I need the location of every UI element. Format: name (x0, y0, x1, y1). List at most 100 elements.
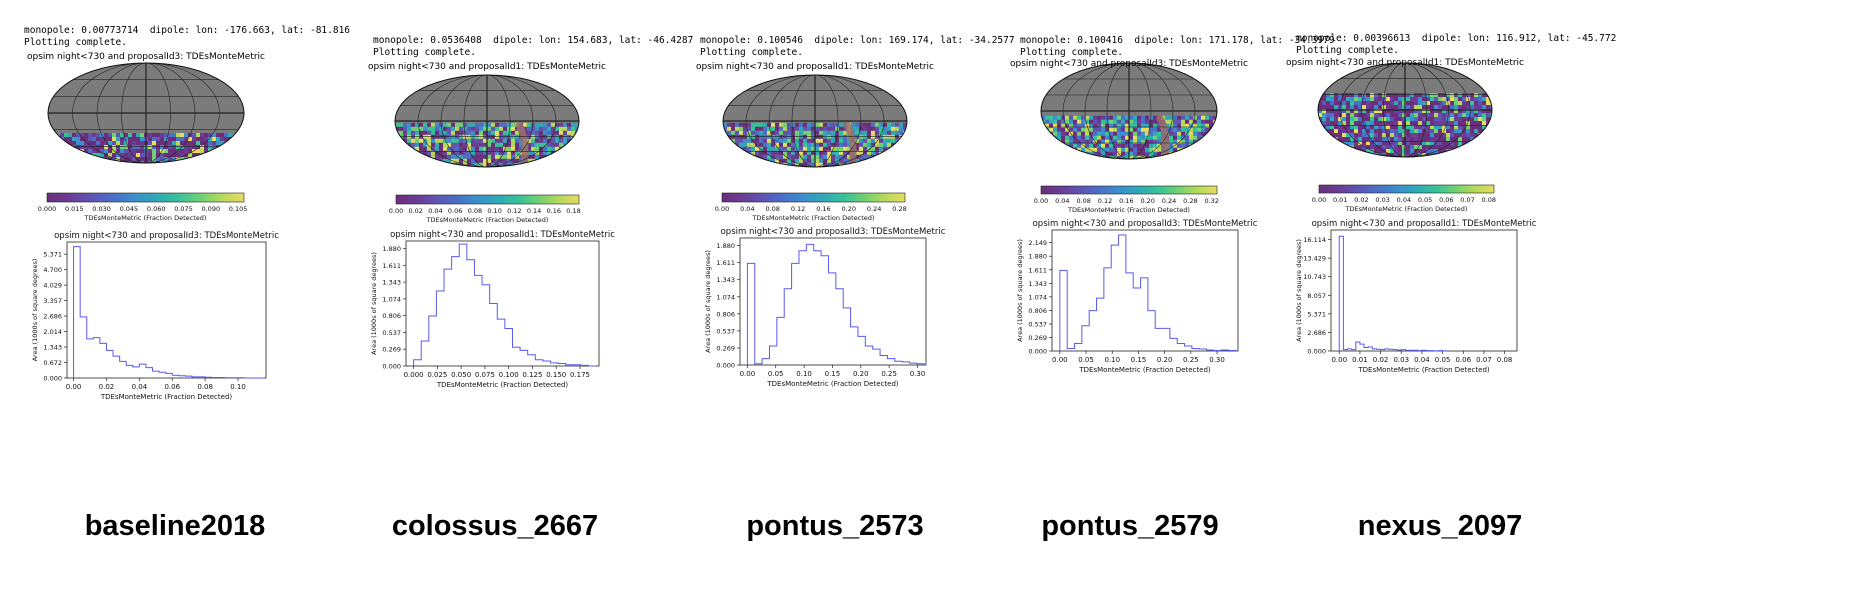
histogram: opsim night<730 and proposalId3: TDEsMon… (704, 227, 946, 388)
x-tick-label: 0.05 (768, 370, 784, 378)
sim-label-colossus-2667: colossus_2667 (391, 510, 599, 542)
colorbar-tick-label: 0.06 (1439, 196, 1453, 204)
histogram: opsim night<730 and proposalId3: TDEsMon… (31, 231, 279, 401)
x-tick-label: 0.06 (164, 383, 180, 391)
histogram-step-line (1338, 235, 1448, 352)
colorbar-tick-label: 0.00 (1034, 197, 1048, 205)
x-tick-label: 0.02 (99, 383, 115, 391)
x-tick-label: 0.30 (1209, 356, 1225, 364)
x-tick-label: 0.00 (740, 370, 756, 378)
y-tick-label: 1.611 (382, 262, 401, 270)
y-tick-label: 10.743 (1303, 273, 1326, 281)
x-tick-label: 0.025 (427, 371, 447, 379)
colorbar-tick-label: 0.02 (408, 207, 422, 215)
histogram-axes (739, 237, 927, 366)
histogram-title: opsim night<730 and proposalId3: TDEsMon… (721, 227, 946, 237)
y-tick-label: 1.343 (382, 279, 401, 287)
colorbar-tick-label: 0.24 (1162, 197, 1176, 205)
colorbar-label: TDEsMonteMetric (Fraction Detected) (752, 214, 875, 222)
console-line: monopole: 0.0536408 dipole: lon: 154.683… (373, 35, 694, 46)
y-tick-label: 1.343 (1028, 280, 1047, 288)
x-tick-label: 0.075 (475, 371, 495, 379)
histogram-axes (1051, 229, 1239, 352)
colorbar-tick-label: 0.090 (201, 205, 220, 213)
x-tick-label: 0.25 (881, 370, 897, 378)
x-tick-label: 0.01 (1352, 356, 1368, 364)
y-tick-label: 0.000 (716, 362, 735, 370)
y-tick-label: 0.806 (716, 310, 735, 318)
colorbar-tick-label: 0.12 (1098, 197, 1112, 205)
colorbar-tick-label: 0.07 (1460, 196, 1474, 204)
skymap-graticule (723, 75, 907, 167)
colorbar-tick-label: 0.08 (1482, 196, 1496, 204)
colorbar: 0.000 0.015 0.030 0.045 0.060 0.075 0.090 0.105… (38, 192, 247, 222)
colorbar-tick-label: 0.24 (867, 205, 881, 213)
y-tick-label: 0.000 (1028, 348, 1047, 356)
histogram-axes (66, 241, 267, 379)
y-tick-label: 2.686 (1307, 329, 1326, 337)
x-tick-label: 0.10 (1104, 356, 1120, 364)
colorbar-tick-label: 0.20 (842, 205, 856, 213)
x-tick-label: 0.150 (546, 371, 566, 379)
colorbar-label: TDEsMonteMetric (Fraction Detected) (84, 214, 207, 222)
y-tick-label: 0.000 (1307, 348, 1326, 356)
colorbar-tick-label: 0.28 (892, 205, 906, 213)
y-axis-label: Area (1000s of square degrees) (704, 250, 712, 353)
colorbar-label: TDEsMonteMetric (Fraction Detected) (1067, 206, 1190, 214)
x-tick-label: 0.05 (1078, 356, 1094, 364)
y-tick-label: 0.269 (382, 346, 401, 354)
y-tick-label: 13.429 (1303, 255, 1326, 263)
histogram: opsim night<730 and proposalId1: TDEsMon… (1295, 219, 1537, 374)
colorbar: 0.00 0.04 0.08 0.12 0.16 0.20 0.24 0.28 TDEsMont… (715, 192, 907, 222)
x-tick-label: 0.15 (825, 370, 841, 378)
colorbar-tick-label: 0.03 (1375, 196, 1389, 204)
x-tick-label: 0.30 (910, 370, 926, 378)
colorbar-tick-label: 0.01 (1333, 196, 1347, 204)
x-tick-label: 0.00 (1331, 356, 1347, 364)
y-tick-label: 0.672 (43, 359, 62, 367)
skymap-cells (1318, 93, 1492, 157)
skymap-title: opsim night<730 and proposalId1: TDEsMon… (695, 62, 935, 72)
skymap (47, 62, 245, 164)
histogram-title: opsim night<730 and proposalId1: TDEsMon… (390, 230, 615, 240)
x-axis-label: TDEsMonteMetric (Fraction Detected) (1357, 366, 1490, 374)
histogram: opsim night<730 and proposalId3: TDEsMon… (1016, 219, 1258, 374)
colorbar-tick-label: 0.08 (765, 205, 779, 213)
sim-label-pontus-2579: pontus_2579 (1041, 510, 1219, 542)
colorbar-tick-label: 0.04 (1055, 197, 1069, 205)
x-tick-label: 0.100 (499, 371, 519, 379)
colorbar-tick-label: 0.060 (147, 205, 166, 213)
console-line: monopole: 0.00396613 dipole: lon: 116.91… (1296, 33, 1617, 44)
colorbar-tick-label: 0.10 (487, 207, 501, 215)
x-tick-label: 0.20 (1157, 356, 1173, 364)
colorbar-tick-label: 0.06 (448, 207, 462, 215)
histogram-step-line (746, 243, 925, 365)
console-line: Plotting complete. (24, 37, 127, 48)
y-tick-label: 0.537 (716, 327, 735, 335)
y-tick-label: 0.537 (382, 329, 401, 337)
x-axis-label: TDEsMonteMetric (Fraction Detected) (100, 393, 233, 401)
skymap-graticule (1041, 63, 1217, 159)
x-tick-label: 0.10 (230, 383, 246, 391)
colorbar-tick-label: 0.015 (65, 205, 84, 213)
y-tick-label: 0.806 (382, 312, 401, 320)
colorbar-tick-label: 0.12 (507, 207, 521, 215)
histogram-title: opsim night<730 and proposalId3: TDEsMon… (54, 231, 279, 241)
console-line: Plotting complete. (700, 47, 803, 58)
x-tick-label: 0.03 (1393, 356, 1409, 364)
y-tick-label: 1.074 (1028, 293, 1047, 301)
x-tick-label: 0.04 (132, 383, 148, 391)
console-line: Plotting complete. (1020, 47, 1123, 58)
y-axis-label: Area (1000s of square degrees) (31, 259, 39, 362)
histogram-title: opsim night<730 and proposalId3: TDEsMon… (1033, 219, 1258, 229)
y-tick-label: 1.880 (1028, 253, 1047, 261)
y-tick-label: 0.806 (1028, 307, 1047, 315)
colorbar-tick-label: 0.045 (120, 205, 139, 213)
colorbar-tick-label: 0.05 (1418, 196, 1432, 204)
x-tick-label: 0.05 (1435, 356, 1451, 364)
colorbar-tick-label: 0.04 (1397, 196, 1411, 204)
x-tick-label: 0.000 (404, 371, 424, 379)
y-axis-label: Area (1000s of square degrees) (1016, 239, 1024, 342)
colorbar-tick-label: 0.16 (547, 207, 561, 215)
